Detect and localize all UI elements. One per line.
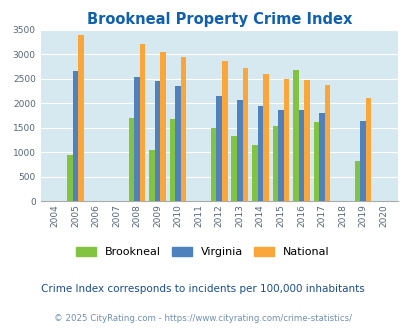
Bar [318, 113, 324, 201]
Bar [292, 70, 298, 201]
Bar [128, 118, 134, 201]
Bar [175, 86, 181, 201]
Bar [313, 122, 318, 201]
Bar [242, 68, 247, 201]
Bar [78, 35, 83, 201]
Bar [140, 45, 145, 201]
Bar [252, 145, 257, 201]
Bar [154, 81, 160, 201]
Bar [231, 136, 237, 201]
Bar [262, 74, 268, 201]
Bar [216, 96, 222, 201]
Bar [272, 126, 277, 201]
Bar [359, 121, 365, 201]
Bar [169, 119, 175, 201]
Bar [303, 80, 309, 201]
Bar [365, 98, 371, 201]
Bar [181, 57, 186, 201]
Bar [257, 106, 262, 201]
Text: © 2025 CityRating.com - https://www.cityrating.com/crime-statistics/: © 2025 CityRating.com - https://www.city… [54, 314, 351, 323]
Bar [283, 79, 288, 201]
Bar [211, 128, 216, 201]
Bar [237, 100, 242, 201]
Text: Crime Index corresponds to incidents per 100,000 inhabitants: Crime Index corresponds to incidents per… [41, 284, 364, 294]
Bar [324, 84, 329, 201]
Bar [277, 110, 283, 201]
Bar [67, 155, 72, 201]
Bar [134, 77, 140, 201]
Legend: Brookneal, Virginia, National: Brookneal, Virginia, National [72, 242, 333, 262]
Bar [298, 110, 303, 201]
Title: Brookneal Property Crime Index: Brookneal Property Crime Index [86, 12, 351, 27]
Bar [354, 161, 359, 201]
Bar [160, 52, 166, 201]
Bar [222, 61, 227, 201]
Bar [149, 150, 154, 201]
Bar [72, 71, 78, 201]
